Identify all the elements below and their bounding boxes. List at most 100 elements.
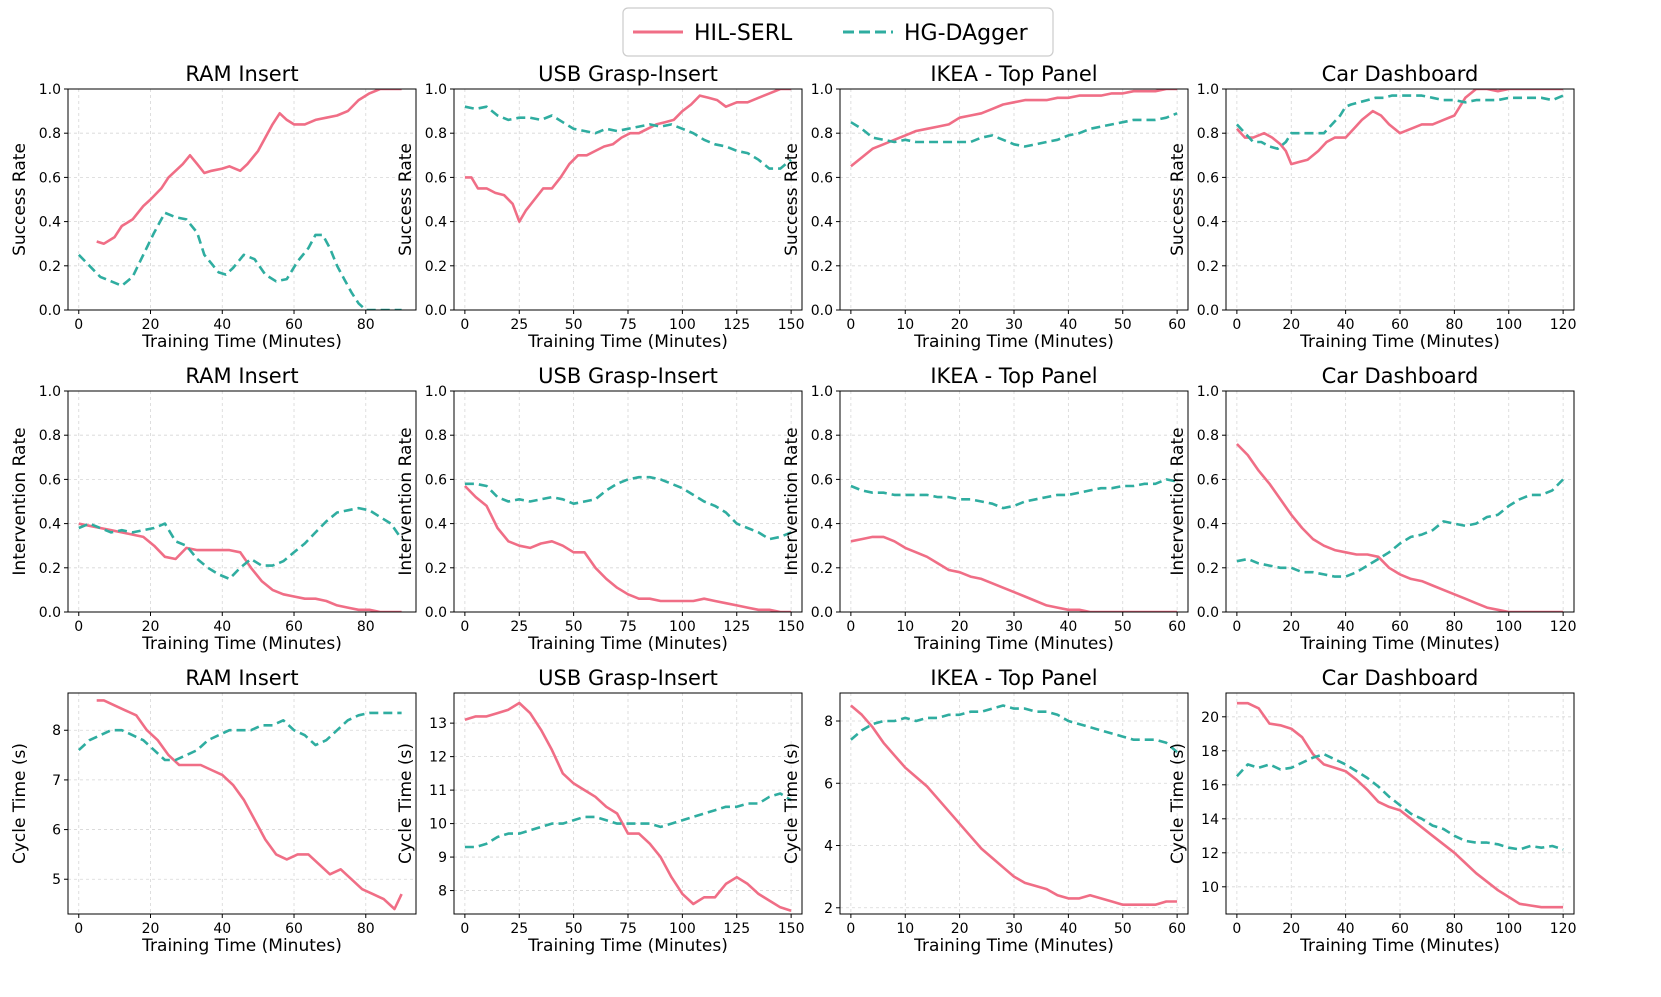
chart-11-series-hil-serl xyxy=(850,704,1178,906)
chart-3-series-hil-serl xyxy=(850,89,1178,168)
chart-1-xtick-label: 80 xyxy=(357,317,375,333)
chart-8-ytick-label: 0.6 xyxy=(1197,472,1219,488)
chart-5-frame xyxy=(67,390,417,613)
chart-11-xtick-label: 0 xyxy=(846,921,855,937)
chart-5-series-hg-dagger xyxy=(78,506,403,581)
chart-3-title: IKEA - Top Panel xyxy=(930,62,1097,86)
chart-4-series-hil-serl xyxy=(1235,89,1564,166)
chart-7-series-hil-serl xyxy=(850,535,1178,612)
chart-1-ytick-label: 1.0 xyxy=(39,82,61,98)
chart-3-xtick-label: 10 xyxy=(896,317,914,333)
chart-6-ytick-label: 0.6 xyxy=(425,472,447,488)
chart-4-ylabel: Success Rate xyxy=(1168,143,1188,256)
chart-7-xlabel: Training Time (Minutes) xyxy=(913,634,1114,654)
chart-10-xtick-label: 150 xyxy=(778,921,805,937)
chart-6-xtick-label: 150 xyxy=(778,619,805,635)
chart-9-xlabel: Training Time (Minutes) xyxy=(141,936,342,956)
chart-10-xtick-label: 25 xyxy=(510,921,528,937)
chart-2-xtick-label: 100 xyxy=(669,317,696,333)
chart-1-xtick-label: 40 xyxy=(213,317,231,333)
chart-11-xtick-label: 60 xyxy=(1168,921,1186,937)
chart-3-xtick-label: 60 xyxy=(1168,317,1186,333)
chart-2-series-hil-serl xyxy=(464,89,792,223)
chart-4-ytick-label: 1.0 xyxy=(1197,82,1219,98)
chart-1-ytick-label: 0.0 xyxy=(39,303,61,319)
chart-2-ytick-label: 0.0 xyxy=(425,303,447,319)
chart-8-ytick-label: 0.0 xyxy=(1197,605,1219,621)
chart-8-xtick-label: 40 xyxy=(1337,619,1355,635)
chart-12-xtick-label: 120 xyxy=(1550,921,1577,937)
chart-8-series-hg-dagger xyxy=(1236,478,1565,578)
chart-6-series-hil-serl xyxy=(463,485,792,612)
chart-5-ytick-label: 0.8 xyxy=(39,428,61,444)
chart-3-xtick-label: 30 xyxy=(1005,317,1023,333)
chart-6-ytick-label: 0.0 xyxy=(425,605,447,621)
chart-1-frame xyxy=(67,88,417,311)
chart-7: 0 10 20 30 40 50 60 0.0 0.2 0.4 0.6 0.8 1.0 IKEA - To… xyxy=(782,364,1189,654)
chart-1-series-hil-serl xyxy=(96,89,402,245)
chart-8-xlabel: Training Time (Minutes) xyxy=(1299,634,1500,654)
chart-5-title: RAM Insert xyxy=(185,364,298,388)
chart-5-ytick-label: 1.0 xyxy=(39,384,61,400)
chart-6-ytick-label: 1.0 xyxy=(425,384,447,400)
chart-4-xtick-label: 20 xyxy=(1282,317,1300,333)
chart-1-xtick-label: 20 xyxy=(142,317,160,333)
chart-12-xtick-label: 80 xyxy=(1445,921,1463,937)
chart-11-ytick-label: 4 xyxy=(824,839,833,855)
chart-1: 0 20 40 60 80 0.0 0.2 0.4 0.6 0.8 1.0 RAM Insert Tra… xyxy=(10,62,417,352)
chart-7-ylabel: Intervention Rate xyxy=(782,427,802,575)
chart-6-xtick-label: 0 xyxy=(460,619,469,635)
chart-7-xtick-label: 0 xyxy=(846,619,855,635)
chart-5-xtick-label: 80 xyxy=(357,619,375,635)
chart-2-xtick-label: 0 xyxy=(460,317,469,333)
chart-12-xlabel: Training Time (Minutes) xyxy=(1299,936,1500,956)
chart-6-series-hg-dagger xyxy=(464,475,792,541)
chart-12-series-hil-serl xyxy=(1236,701,1564,909)
chart-9-title: RAM Insert xyxy=(185,666,298,690)
chart-2: 0 25 50 75 100 125 150 0.0 0.2 0.4 0.6 0.8 1.0 USB Gr… xyxy=(396,62,804,352)
chart-9-series-hil-serl xyxy=(96,699,403,911)
chart-10-series-hil-serl xyxy=(464,701,792,912)
chart-1-xtick-label: 0 xyxy=(74,317,83,333)
chart-9-ytick-label: 6 xyxy=(52,823,61,839)
chart-8: 0 20 40 60 80 100 120 0.0 0.2 0.4 0.6 0.8 1.0 Car Das… xyxy=(1168,364,1576,654)
chart-6-xtick-label: 125 xyxy=(723,619,750,635)
chart-10-xtick-label: 0 xyxy=(460,921,469,937)
chart-12-ytick-label: 14 xyxy=(1201,812,1219,828)
chart-3-ytick-label: 0.2 xyxy=(811,259,833,275)
chart-2-ytick-label: 0.8 xyxy=(425,126,447,142)
chart-10-ytick-label: 9 xyxy=(438,850,447,866)
chart-1-xlabel: Training Time (Minutes) xyxy=(141,332,342,352)
chart-2-series-hg-dagger xyxy=(464,105,792,170)
chart-10-ylabel: Cycle Time (s) xyxy=(396,743,416,864)
chart-4-ytick-label: 0.8 xyxy=(1197,126,1219,142)
chart-12-xtick-label: 0 xyxy=(1232,921,1241,937)
chart-11-xtick-label: 20 xyxy=(951,921,969,937)
chart-10-ytick-label: 11 xyxy=(429,783,447,799)
chart-1-xtick-label: 60 xyxy=(285,317,303,333)
chart-12-ytick-label: 18 xyxy=(1201,744,1219,760)
chart-12-ytick-label: 16 xyxy=(1201,778,1219,794)
chart-10: 0 25 50 75 100 125 150 8 9 10 11 12 13 USB Grasp-Inse… xyxy=(396,666,804,956)
chart-9-ylabel: Cycle Time (s) xyxy=(10,743,30,864)
legend-label-hg-dagger: HG-DAgger xyxy=(904,21,1029,46)
chart-2-ytick-label: 1.0 xyxy=(425,82,447,98)
chart-5-xtick-label: 0 xyxy=(74,619,83,635)
chart-6-ytick-label: 0.2 xyxy=(425,561,447,577)
chart-4-ytick-label: 0.6 xyxy=(1197,170,1219,186)
chart-2-ylabel: Success Rate xyxy=(396,143,416,256)
chart-11-ytick-label: 6 xyxy=(824,776,833,792)
chart-8-ytick-label: 0.8 xyxy=(1197,428,1219,444)
chart-5-ytick-label: 0.0 xyxy=(39,605,61,621)
chart-7-xtick-label: 30 xyxy=(1005,619,1023,635)
chart-10-ytick-label: 8 xyxy=(438,884,447,900)
chart-8-series-hil-serl xyxy=(1235,443,1564,612)
legend: HIL-SERL HG-DAgger xyxy=(622,7,1054,57)
chart-11-ytick-label: 8 xyxy=(824,714,833,730)
chart-2-ytick-label: 0.6 xyxy=(425,170,447,186)
chart-1-series-hg-dagger xyxy=(77,211,402,310)
chart-9-ytick-label: 8 xyxy=(52,723,61,739)
chart-7-ytick-label: 1.0 xyxy=(811,384,833,400)
